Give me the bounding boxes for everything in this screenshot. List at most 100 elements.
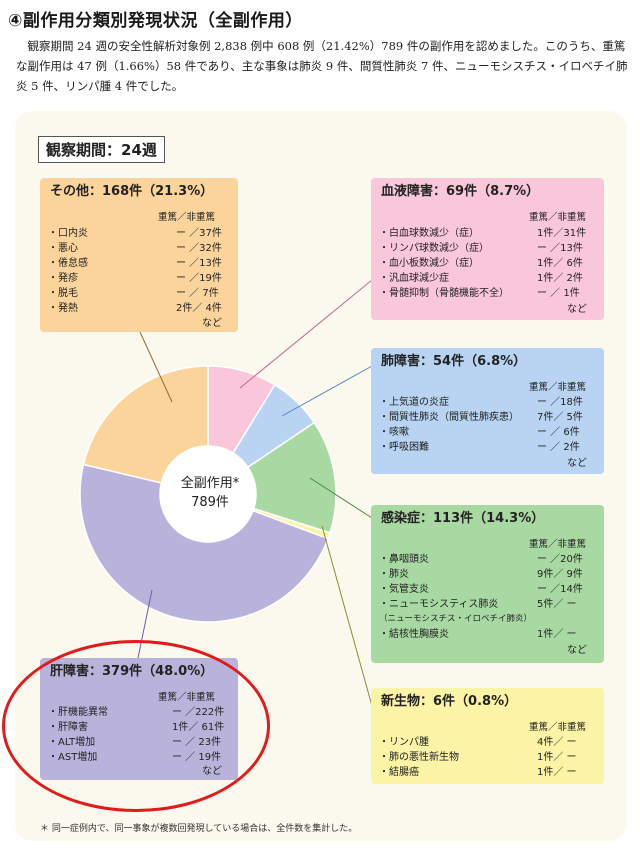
donut-center-label: 全副作用* 789件 (150, 474, 270, 512)
item-value: ー ／13件 (537, 243, 583, 254)
item-value: 1件／ ー (537, 629, 577, 640)
item-value: ー ／32件 (176, 243, 222, 254)
item-name: ・発疹 (48, 273, 78, 284)
leader-line-infection (309, 477, 373, 519)
item-list-infection: ・鼻咽頭炎 ー ／20件 ・肺炎 9件／ 9件 ・気管支炎 ー ／14件 ・ニューモシスティ… (379, 552, 599, 642)
item-name: ・発熱 (48, 303, 78, 314)
item-name: ・間質性肺炎（間質性肺疾患） (379, 412, 519, 423)
list-item: ・白血球数減少（症） 1件／31件 (379, 226, 599, 241)
group-title-infection: 感染症：113件（14.3%） (381, 511, 545, 526)
item-name: ・上気道の炎症 (379, 397, 449, 408)
center-label-total: 789件 (191, 495, 229, 510)
list-item: （ニューモシスチス・イロベチイ肺炎） (379, 612, 599, 627)
group-box-other: その他：168件（21.3%） 重篤／非重篤 ・口内炎 ー ／37件・悪心 ー ／3… (40, 178, 238, 332)
list-item: ・結核性胸膜炎 1件／ ー (379, 627, 599, 642)
center-label-title: 全副作用* (180, 476, 240, 491)
list-item: ・骨髄抑制（骨髄機能不全） ー ／ 1件 (379, 286, 599, 301)
list-item: ・間質性肺炎（間質性肺疾患） 7件／ 5件 (379, 410, 599, 425)
group-title-neoplasm: 新生物：6件（0.8%） (381, 694, 518, 709)
footnote: ＊ 同一症例内で、同一事象が複数回発現している場合は、全件数を集計した。 (40, 824, 358, 834)
list-item: ・呼吸困難 ー ／ 2件 (379, 440, 599, 455)
item-name: ・リンパ球数減少（症） (379, 243, 489, 254)
item-value: ー ／20件 (537, 554, 583, 565)
item-value: 1件／ ー (537, 767, 577, 778)
item-value: ー ／ 2件 (537, 442, 580, 453)
item-list-blood: ・白血球数減少（症） 1件／31件・リンパ球数減少（症） ー ／13件・血小板数減少… (379, 226, 599, 301)
leader-line-neoplasm (321, 525, 373, 707)
column-header: 重篤／非重篤 (529, 382, 587, 393)
item-name: ・汎血球減少症 (379, 273, 449, 284)
list-item: ・結腸癌 1件／ ー (379, 765, 599, 780)
item-value: 1件／31件 (537, 228, 587, 239)
list-item: ・発熱 2件／ 4件 (48, 301, 232, 316)
list-item: ・口内炎 ー ／37件 (48, 226, 232, 241)
item-name: ・肺の悪性新生物 (379, 752, 459, 763)
leader-line-lung (281, 365, 373, 417)
etc-label: など (567, 458, 587, 469)
item-value: 2件／ 4件 (176, 303, 222, 314)
item-name: ・結核性胸膜炎 (379, 629, 449, 640)
donut-hole (160, 446, 256, 542)
item-name: ・呼吸困難 (379, 442, 429, 453)
list-item: ・悪心 ー ／32件 (48, 241, 232, 256)
list-item: ・倦怠感 ー ／13件 (48, 256, 232, 271)
list-item: ・ニューモシスティス肺炎 5件／ ー (379, 597, 599, 612)
item-value: ー ／37件 (176, 228, 222, 239)
list-item: ・リンパ球数減少（症） ー ／13件 (379, 241, 599, 256)
group-box-infection: 感染症：113件（14.3%） 重篤／非重篤 ・鼻咽頭炎 ー ／20件・肺炎 9件／… (371, 505, 604, 663)
item-name: ・白血球数減少（症） (379, 228, 479, 239)
list-item: ・血小板数減少（症） 1件／ 6件 (379, 256, 599, 271)
group-title-lung: 肺障害：54件（6.8%） (381, 354, 527, 369)
item-value: 1件／ 2件 (537, 273, 583, 284)
column-header: 重篤／非重篤 (529, 722, 587, 733)
item-name: ・悪心 (48, 243, 78, 254)
item-name: ・骨髄抑制（骨髄機能不全） (379, 288, 509, 299)
item-name: ・咳嗽 (379, 427, 409, 438)
item-value: 4件／ ー (537, 737, 577, 748)
group-box-blood: 血液障害：69件（8.7%） 重篤／非重篤 ・白血球数減少（症） 1件／31件・リ… (371, 178, 604, 320)
item-name: ・ニューモシスティス肺炎 (379, 599, 499, 610)
item-value: 5件／ ー (537, 599, 577, 610)
item-name: ・血小板数減少（症） (379, 258, 479, 269)
item-value: ー ／13件 (176, 258, 222, 269)
etc-label: など (567, 304, 587, 315)
item-value: ー ／ 6件 (537, 427, 580, 438)
group-box-neoplasm: 新生物：6件（0.8%） 重篤／非重篤 ・リンパ腫 4件／ ー・肺の悪性新生物 1件… (371, 688, 604, 784)
item-name: ・肺炎 (379, 569, 409, 580)
item-list-neoplasm: ・リンパ腫 4件／ ー・肺の悪性新生物 1件／ ー・結腸癌 1件／ ー (379, 735, 599, 780)
list-item: ・リンパ腫 4件／ ー (379, 735, 599, 750)
item-list-other: ・口内炎 ー ／37件・悪心 ー ／32件・倦怠感 ー ／13件・発疹 ー ／19件・脱… (48, 226, 232, 316)
item-name: ・脱毛 (48, 288, 78, 299)
list-item: ・咳嗽 ー ／ 6件 (379, 425, 599, 440)
item-value: 7件／ 5件 (537, 412, 583, 423)
item-name: ・結腸癌 (379, 767, 419, 778)
item-name: ・口内炎 (48, 228, 88, 239)
group-box-lung: 肺障害：54件（6.8%） 重篤／非重篤 ・上気道の炎症 ー ／18件 ・間質性肺炎… (371, 348, 604, 474)
group-title-blood: 血液障害：69件（8.7%） (381, 184, 540, 199)
list-item: ・上気道の炎症 ー ／18件 (379, 395, 599, 410)
item-value: ー ／ 1件 (537, 288, 580, 299)
item-value: 9件／ 9件 (537, 569, 583, 580)
item-name: ・リンパ腫 (379, 737, 429, 748)
column-header: 重篤／非重篤 (529, 212, 587, 223)
group-title-other: その他：168件（21.3%） (50, 184, 214, 199)
list-item: ・肺の悪性新生物 1件／ ー (379, 750, 599, 765)
intro-paragraph: 観察期間 24 週の安全性解析対象例 2,838 例中 608 例（21.42%… (16, 39, 628, 93)
column-header: 重篤／非重篤 (158, 212, 216, 223)
leader-line-other (139, 331, 173, 403)
list-item: ・脱毛 ー ／ 7件 (48, 286, 232, 301)
column-header: 重篤／非重篤 (529, 539, 587, 550)
item-value: 1件／ ー (537, 752, 577, 763)
item-name: ・倦怠感 (48, 258, 88, 269)
etc-label: など (202, 318, 222, 329)
period-label: 観察期間：24週 (38, 136, 165, 163)
list-item: ・汎血球減少症 1件／ 2件 (379, 271, 599, 286)
section-heading: ④副作用分類別発現状況（全副作用） (8, 11, 303, 31)
list-item: ・気管支炎 ー ／14件 (379, 582, 599, 597)
item-value: ー ／14件 (537, 584, 583, 595)
list-item: ・肺炎 9件／ 9件 (379, 567, 599, 582)
item-name: ・鼻咽頭炎 (379, 554, 429, 565)
item-list-lung: ・上気道の炎症ー ／18件 ・間質性肺炎（間質性肺疾患） 7件／ 5件 ・咳嗽ー ／ … (379, 395, 599, 455)
etc-label: など (567, 645, 587, 656)
item-value: ー ／19件 (176, 273, 222, 284)
